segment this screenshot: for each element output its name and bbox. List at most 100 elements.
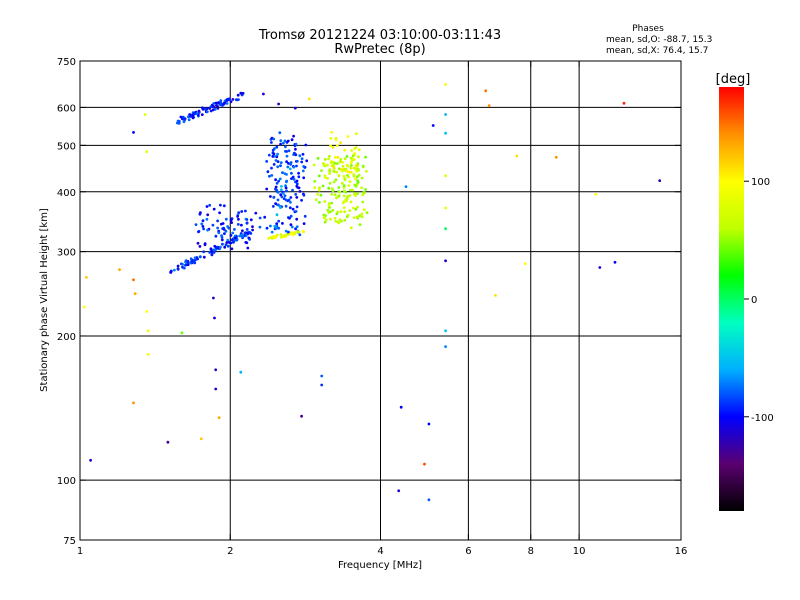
cluster-point (251, 228, 255, 232)
cluster-point (284, 186, 288, 190)
cluster-point (200, 113, 204, 116)
colorbar-tick-label: 100 (751, 177, 770, 188)
scatter-point (118, 268, 121, 272)
cluster-point (332, 169, 336, 173)
cluster-point (270, 141, 273, 144)
cluster-point (244, 217, 248, 221)
cluster-point (191, 116, 195, 120)
cluster-point (339, 141, 342, 145)
cluster-point (327, 203, 331, 207)
cluster-point (240, 233, 244, 237)
cluster-point (282, 192, 285, 195)
cluster-point (283, 139, 287, 143)
scatter-point (146, 329, 150, 333)
scatter-point (598, 266, 602, 269)
cluster-point (240, 210, 244, 213)
cluster-point (356, 162, 360, 166)
cluster-point (283, 234, 286, 238)
cluster-point (284, 198, 288, 202)
cluster-point (343, 157, 347, 161)
x-tick-labels: 1 2 4 6 8 10 16 (77, 546, 688, 557)
cluster-point (211, 108, 215, 112)
cluster-point (298, 154, 302, 158)
cluster-point (204, 107, 208, 111)
cluster-point (200, 222, 204, 226)
cluster-point (231, 231, 235, 235)
cluster-point (237, 98, 240, 101)
cluster-point (274, 178, 277, 182)
cluster-point (295, 225, 299, 229)
cluster-point (326, 177, 329, 180)
x-tick-label: 10 (573, 546, 586, 557)
scatter-point (145, 150, 149, 154)
cluster-point (232, 240, 235, 244)
cluster-point (297, 175, 301, 179)
cluster-point (274, 185, 278, 189)
cluster-point (302, 176, 306, 180)
cluster-point (342, 174, 346, 178)
cluster-point (214, 101, 218, 105)
cluster-point (357, 173, 361, 177)
cluster-point (292, 165, 296, 169)
cluster-point (272, 137, 276, 141)
cluster-point (244, 209, 247, 213)
cluster-point (352, 158, 356, 161)
cluster-point (279, 206, 282, 210)
cluster-point (326, 163, 329, 167)
cluster-point (346, 135, 350, 138)
cluster-point (279, 193, 283, 197)
cluster-point (245, 231, 249, 235)
cluster-point (223, 245, 227, 249)
scatter-point (277, 102, 280, 106)
cluster-point (275, 181, 279, 185)
cluster-point (203, 242, 207, 246)
axis-ticks (79, 60, 682, 541)
scatter-point (427, 498, 431, 502)
cluster-point (182, 120, 186, 124)
cluster-point (195, 112, 199, 116)
cluster-point (334, 155, 337, 159)
cluster-point (245, 221, 249, 225)
cluster-point (272, 163, 276, 166)
scatter-point (145, 310, 149, 313)
cluster-point (349, 226, 353, 230)
cluster-point (292, 134, 295, 138)
cluster-point (219, 203, 222, 207)
cluster-point (270, 230, 274, 234)
cluster-point (343, 168, 346, 172)
cluster-point (184, 263, 187, 267)
cluster-point (227, 226, 231, 230)
cluster-point (302, 222, 306, 226)
cluster-point (361, 200, 365, 204)
cluster-point (354, 208, 358, 211)
cluster-point (295, 179, 299, 183)
cluster-point (226, 97, 230, 101)
cluster-point (209, 247, 213, 251)
cluster-point (360, 176, 364, 180)
cluster-point (224, 217, 228, 221)
cluster-point (298, 190, 302, 193)
cluster-point (263, 215, 267, 219)
cluster-point (234, 236, 237, 240)
cluster-point (176, 267, 180, 271)
cluster-point (324, 214, 327, 218)
x-tick-label: 2 (227, 546, 233, 557)
scatter-point (423, 462, 426, 466)
cluster-point (285, 150, 288, 153)
scatter-point (613, 260, 617, 264)
scatter-point (658, 179, 662, 183)
y-tick-label: 300 (57, 248, 76, 259)
scatter-point (166, 440, 170, 444)
cluster-point (350, 157, 354, 161)
cluster-point (187, 115, 191, 118)
y-tick-label: 75 (63, 536, 76, 547)
scatter-point (404, 185, 408, 189)
cluster-point (226, 238, 230, 242)
cluster-point (190, 259, 194, 263)
cluster-point (335, 144, 339, 148)
cluster-point (277, 179, 280, 183)
scatter-point (180, 331, 184, 335)
cluster-point (221, 103, 225, 106)
scatter-point (262, 92, 265, 96)
cluster-point (354, 194, 357, 198)
